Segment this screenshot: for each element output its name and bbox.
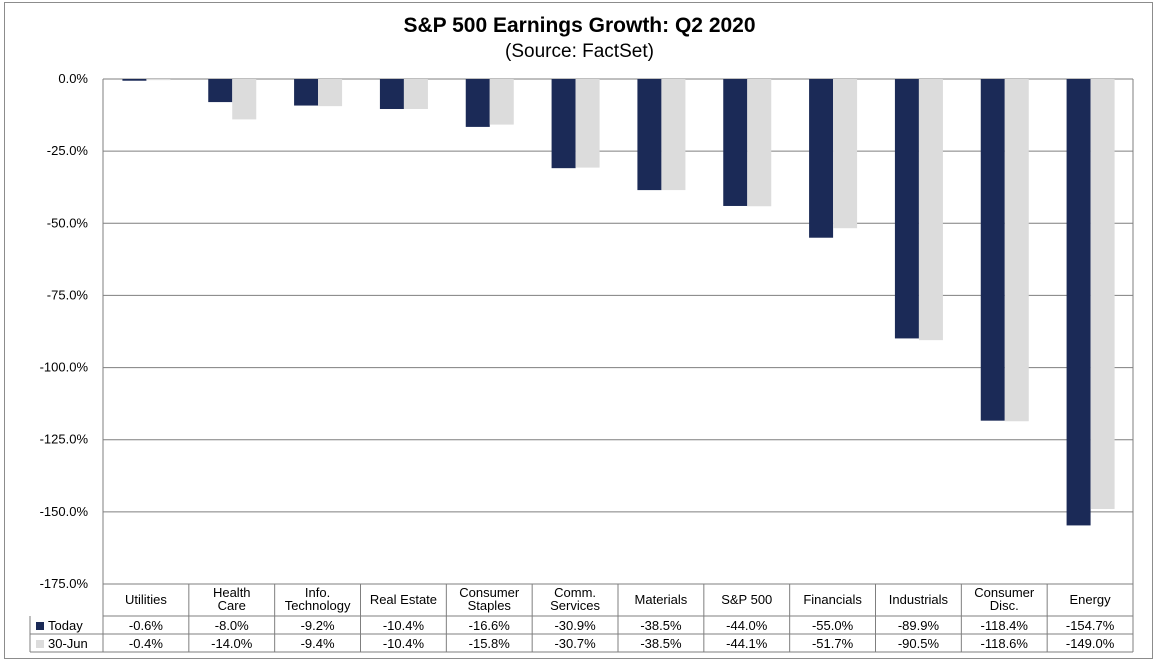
category-label: Materials [635, 592, 688, 607]
data-label: -118.6% [981, 636, 1029, 651]
bar-30-jun [661, 79, 686, 191]
y-tick-label: -25.0% [47, 143, 89, 158]
category-label: S&P 500 [721, 592, 772, 607]
data-label: -9.2% [301, 618, 335, 633]
bar-30-jun [747, 79, 772, 207]
data-label: -55.0% [812, 618, 854, 633]
category-label: Info. [305, 585, 330, 600]
legend-label: Today [48, 618, 83, 633]
category-label: Disc. [990, 598, 1019, 613]
data-label: -149.0% [1066, 636, 1115, 651]
legend-key [36, 640, 44, 648]
data-label: -90.5% [898, 636, 940, 651]
category-label: Staples [468, 598, 512, 613]
data-label: -9.4% [301, 636, 335, 651]
category-label: Comm. [554, 585, 596, 600]
bar-30-jun [575, 79, 600, 168]
chart-title: S&P 500 Earnings Growth: Q2 2020 [403, 14, 756, 37]
bar-today [551, 79, 576, 169]
category-label: Services [550, 598, 600, 613]
bar-30-jun [146, 79, 171, 81]
data-label: -10.4% [383, 618, 425, 633]
bar-30-jun [232, 79, 257, 120]
category-label: Financials [803, 592, 862, 607]
data-label: -10.4% [383, 636, 425, 651]
bars [122, 79, 1115, 526]
bar-today [294, 79, 319, 106]
bar-today [723, 79, 748, 206]
bar-today [894, 79, 919, 339]
bar-today [122, 79, 147, 81]
category-label: Consumer [459, 585, 520, 600]
category-label: Utilities [125, 592, 167, 607]
category-label: Energy [1069, 592, 1111, 607]
category-label: Care [218, 598, 246, 613]
category-label: Real Estate [370, 592, 437, 607]
data-label: -38.5% [640, 636, 682, 651]
data-label: -118.4% [981, 618, 1029, 633]
y-tick-label: -75.0% [47, 287, 89, 302]
y-tick-label: 0.0% [58, 71, 88, 86]
bar-30-jun [318, 79, 343, 107]
y-tick-label: -50.0% [47, 215, 89, 230]
y-tick-label: -100.0% [40, 360, 89, 375]
data-label: -8.0% [215, 618, 249, 633]
y-axis-labels: 0.0% -25.0% -50.0% -75.0% -100.0% -125.0% -150… [40, 71, 89, 591]
data-label: -14.0% [211, 636, 253, 651]
bar-today [208, 79, 233, 103]
data-label: -0.6% [129, 618, 163, 633]
y-tick-label: -150.0% [40, 504, 89, 519]
bar-today [980, 79, 1005, 421]
data-label: -51.7% [812, 636, 854, 651]
data-label: -44.0% [726, 618, 768, 633]
bar-today [379, 79, 404, 110]
bar-30-jun [489, 79, 514, 125]
data-label: -154.7% [1066, 618, 1115, 633]
bar-today [1066, 79, 1091, 526]
bar-today [637, 79, 662, 191]
data-label: -16.6% [469, 618, 511, 633]
bar-today [465, 79, 490, 127]
legend-label: 30-Jun [48, 636, 88, 651]
data-label: -30.7% [554, 636, 596, 651]
bar-30-jun [1004, 79, 1029, 422]
legend-key [36, 622, 44, 630]
category-label: Industrials [889, 592, 949, 607]
data-label: -0.4% [129, 636, 163, 651]
gridlines [102, 78, 1134, 585]
bar-30-jun [918, 79, 943, 341]
bar-30-jun [833, 79, 858, 229]
category-label: Consumer [974, 585, 1035, 600]
data-label: -89.9% [898, 618, 940, 633]
category-label: Technology [285, 598, 351, 613]
data-label: -44.1% [726, 636, 768, 651]
bar-30-jun [1090, 79, 1115, 509]
chart-subtitle: (Source: FactSet) [505, 41, 654, 62]
bar-today [809, 79, 834, 238]
data-label: -15.8% [469, 636, 511, 651]
category-label: Health [213, 585, 251, 600]
bar-30-jun [403, 79, 428, 110]
data-label: -30.9% [554, 618, 596, 633]
y-tick-label: -175.0% [40, 576, 89, 591]
y-tick-label: -125.0% [40, 432, 89, 447]
data-label: -38.5% [640, 618, 682, 633]
